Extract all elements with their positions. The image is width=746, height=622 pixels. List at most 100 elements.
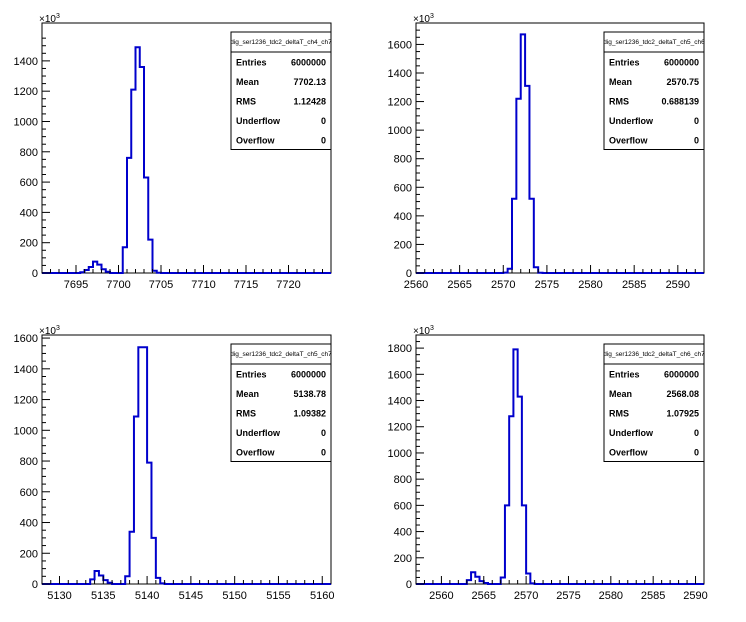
y-tick-label: 200	[394, 239, 412, 251]
stats-label: Mean	[609, 389, 632, 399]
x-tick-label: 2585	[641, 590, 665, 602]
stats-histogram-name: dig_ser1236_tdc2_deltaT_ch5_ch6	[603, 39, 705, 46]
stats-value: 0	[321, 448, 326, 458]
x-tick-label: 2560	[404, 279, 428, 291]
stats-value: 6000000	[664, 58, 699, 68]
x-tick-label: 5135	[91, 590, 115, 602]
stats-label: RMS	[236, 409, 256, 419]
y-tick-label: 1000	[388, 125, 412, 137]
x-tick-label: 2575	[535, 279, 559, 291]
stats-value: 0	[694, 428, 699, 438]
y-tick-label: 400	[20, 518, 38, 530]
stats-histogram-name: dig_ser1236_tdc2_deltaT_ch4_ch7	[230, 39, 332, 46]
histogram-panel-3: 5130 5135 5140 5145 5150 5155 5160 0 200 400 600 80…	[14, 325, 335, 602]
y-tick-label: 400	[394, 211, 412, 223]
histogram-line	[42, 346, 331, 585]
x-tick-label: 5160	[310, 590, 334, 602]
x-tick-label: 5140	[135, 590, 159, 602]
y-tick-label: 200	[20, 548, 38, 560]
stats-label: Underflow	[236, 116, 281, 126]
stats-box: dig_ser1236_tdc2_deltaT_ch4_ch7 Entries 60…	[230, 31, 332, 150]
stats-value: 6000000	[291, 370, 326, 380]
y-tick-label: 1400	[14, 56, 38, 68]
stats-label: Overflow	[236, 448, 276, 458]
y-tick-label: 400	[394, 527, 412, 539]
histogram-line	[416, 33, 704, 274]
stats-box: dig_ser1236_tdc2_deltaT_ch6_ch7 Entries 60…	[603, 343, 705, 462]
x-tick-label: 5145	[179, 590, 203, 602]
x-tick-label: 2575	[556, 590, 580, 602]
stats-value: 0	[321, 116, 326, 126]
stats-value: 0	[694, 448, 699, 458]
stats-value: 0	[694, 136, 699, 146]
stats-histogram-name: dig_ser1236_tdc2_deltaT_ch6_ch7	[603, 351, 705, 358]
stats-box: dig_ser1236_tdc2_deltaT_ch5_ch7 Entries 60…	[230, 343, 332, 462]
y-tick-label: 1600	[388, 39, 412, 51]
stats-label: Underflow	[236, 428, 281, 438]
stats-label: RMS	[609, 409, 629, 419]
histogram-panel-2: 2560 2565 2570 2575 2580 2585 2590 0 200 400 600 80…	[388, 13, 706, 291]
stats-label: Mean	[609, 77, 632, 87]
stats-label: Mean	[236, 77, 259, 87]
y-tick-label: 0	[32, 268, 38, 280]
stats-box-frame	[230, 31, 332, 150]
stats-label: Entries	[609, 58, 640, 68]
histogram-line	[42, 46, 331, 274]
y-tick-label: 1200	[14, 86, 38, 98]
y-tick-label: 400	[20, 207, 38, 219]
y-tick-label: 1000	[14, 116, 38, 128]
y-tick-label: 600	[20, 487, 38, 499]
y-tick-label: 1200	[14, 395, 38, 407]
y-tick-label: 1200	[388, 97, 412, 109]
stats-label: RMS	[236, 97, 256, 107]
stats-value: 1.12428	[293, 97, 326, 107]
stats-label: Entries	[236, 58, 267, 68]
stats-value: 0	[694, 116, 699, 126]
stats-label: Overflow	[609, 448, 649, 458]
x-tick-label: 5130	[47, 590, 71, 602]
y-tick-label: 1000	[14, 425, 38, 437]
y-tick-label: 800	[20, 456, 38, 468]
stats-value: 7702.13	[293, 77, 326, 87]
stats-label: RMS	[609, 97, 629, 107]
x-tick-label: 7720	[276, 279, 300, 291]
x-tick-label: 7705	[149, 279, 173, 291]
x-tick-label: 2565	[472, 590, 496, 602]
x-tick-label: 7700	[106, 279, 130, 291]
stats-box-frame	[603, 343, 705, 462]
stats-value: 1.09382	[293, 409, 326, 419]
y-tick-label: 1400	[388, 68, 412, 80]
y-tick-label: 200	[20, 238, 38, 250]
x-tick-label: 5155	[266, 590, 290, 602]
stats-value: 0	[321, 136, 326, 146]
stats-label: Mean	[236, 389, 259, 399]
x-tick-label: 7710	[191, 279, 215, 291]
stats-box: dig_ser1236_tdc2_deltaT_ch5_ch6 Entries 60…	[603, 31, 705, 150]
stats-label: Underflow	[609, 116, 654, 126]
y-exponent-label: ×103	[39, 325, 60, 337]
stats-label: Overflow	[236, 136, 276, 146]
y-tick-label: 1000	[388, 448, 412, 460]
histogram-line	[416, 348, 704, 585]
y-tick-label: 1600	[388, 369, 412, 381]
stats-value: 2570.75	[666, 77, 699, 87]
y-tick-label: 600	[394, 500, 412, 512]
stats-label: Entries	[609, 370, 640, 380]
x-tick-label: 2570	[514, 590, 538, 602]
x-tick-label: 2570	[491, 279, 515, 291]
x-tick-label: 5150	[222, 590, 246, 602]
x-tick-label: 2580	[578, 279, 602, 291]
x-tick-label: 2580	[599, 590, 623, 602]
y-tick-label: 0	[32, 579, 38, 591]
x-tick-label: 7715	[234, 279, 258, 291]
stats-label: Underflow	[609, 428, 654, 438]
x-tick-label: 2585	[622, 279, 646, 291]
y-tick-label: 800	[394, 474, 412, 486]
x-tick-label: 2565	[447, 279, 471, 291]
y-exponent-label: ×103	[413, 325, 434, 337]
y-tick-label: 1400	[388, 396, 412, 408]
x-tick-label: 7695	[64, 279, 88, 291]
stats-value: 2568.08	[666, 389, 699, 399]
stats-value: 6000000	[664, 370, 699, 380]
